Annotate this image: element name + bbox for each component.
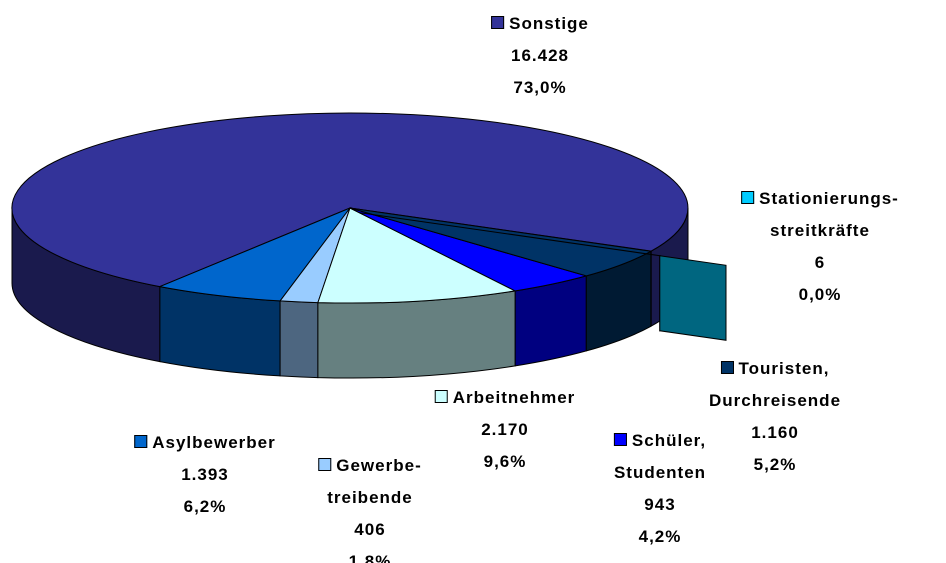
legend-swatch: [134, 435, 148, 448]
label-text: 0,0%: [798, 285, 842, 304]
pie-tops: [11, 112, 727, 341]
legend-swatch: [434, 390, 448, 403]
exploded-face: [659, 255, 727, 341]
slice-label: Touristen, Durchreisende 1.160 5,2%: [709, 353, 841, 481]
label-line: Asylbewerber: [134, 427, 276, 459]
label-text: Asylbewerber: [152, 433, 276, 452]
slice-label: Sonstige 16.428 73,0%: [491, 8, 589, 104]
label-line: Arbeitnehmer: [434, 382, 576, 414]
pie-slice: [317, 207, 517, 304]
label-line: Gewerbe- treibende: [318, 450, 421, 514]
label-text: Gewerbe- treibende: [327, 456, 422, 507]
pie-side: [279, 300, 319, 379]
legend-swatch: [720, 361, 734, 374]
pie-slice: [349, 207, 653, 277]
pie-slice: [358, 212, 661, 257]
label-text: 1.160: [751, 423, 799, 442]
legend-swatch: [318, 458, 332, 471]
pie-sides: [11, 207, 689, 379]
slice-label: Asylbewerber 1.393 6,2%: [134, 427, 276, 523]
label-text: 6: [814, 253, 826, 272]
label-text: 6,2%: [183, 497, 227, 516]
label-text: 4,2%: [638, 527, 682, 546]
label-text: 5,2%: [753, 455, 797, 474]
legend-swatch: [741, 191, 755, 204]
label-line: Sonstige: [491, 8, 589, 40]
label-text: 1,8%: [348, 552, 392, 563]
label-text: Touristen, Durchreisende: [708, 359, 842, 410]
label-text: 943: [644, 495, 676, 514]
label-text: 16.428: [510, 46, 569, 65]
slice-label: Arbeitnehmer 2.170 9,6%: [434, 382, 576, 478]
label-line: Touristen, Durchreisende: [709, 353, 841, 417]
pie-slice: [158, 206, 352, 302]
label-text: Arbeitnehmer: [452, 388, 576, 407]
label-text: Sonstige: [509, 14, 589, 33]
label-line: Schüler, Studenten: [613, 425, 707, 489]
slice-label: Gewerbe- treibende 406 1,8%: [318, 450, 421, 563]
legend-swatch: [491, 16, 505, 29]
label-text: 406: [354, 520, 386, 539]
legend-swatch: [613, 433, 627, 446]
label-text: 1.393: [181, 465, 229, 484]
slice-label: Schüler, Studenten 943 4,2%: [613, 425, 707, 553]
pie-slice: [11, 112, 689, 288]
label-text: 2.170: [481, 420, 529, 439]
label-line: Stationierungs- streitkräfte: [741, 183, 899, 247]
label-text: Stationierungs- streitkräfte: [759, 189, 899, 240]
pie-side: [317, 290, 516, 379]
label-text: Schüler, Studenten: [613, 431, 707, 482]
slice-label: Stationierungs- streitkräfte 6 0,0%: [741, 183, 899, 311]
label-text: 73,0%: [513, 78, 567, 97]
label-text: 9,6%: [483, 452, 527, 471]
